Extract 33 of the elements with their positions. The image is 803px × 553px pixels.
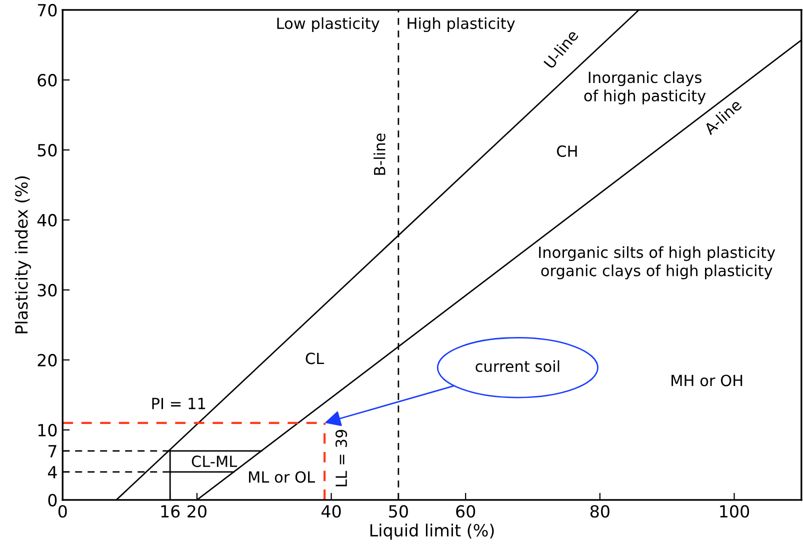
annotation: current soil [476,360,560,372]
annotation: CL [306,352,324,364]
annotation: MH or OH [672,374,742,386]
y-tick-label: 30 [38,284,57,296]
x-tick-label: 60 [456,505,476,518]
annotation: LL = 39 [336,430,348,486]
y-tick-label: 0 [48,494,57,506]
y-axis-title: Plasticity index (%) [14,176,32,334]
annotation: Inorganic silts of high plasticity organic clays of high plasticity [539,246,776,280]
x-tick-label: 50 [389,505,408,518]
y-tick-label: 40 [37,214,57,227]
x-tick-label: 100 [720,505,750,518]
annotation: Inorganic clays of high pasticity [584,71,706,104]
annotation: High plasticity [408,17,515,32]
y-tick-label: 10 [38,424,57,436]
annotation: CL-ML [192,456,238,468]
annotation: CH [556,145,577,157]
annotation: PI = 11 [152,398,206,410]
x-tick-label: 80 [590,505,610,518]
y-tick-label: 4 [48,466,57,478]
y-tick-label: 7 [48,445,56,458]
ref-line-label: B-line [374,134,386,175]
y-tick-label: 50 [38,144,57,157]
annotation: ML or OL [249,471,316,483]
x-tick-label: 40 [321,505,341,518]
x-tick-label: 20 [188,505,206,518]
y-tick-label: 60 [38,74,57,87]
x-tick-label: 16 [161,505,180,518]
y-tick-label: 70 [38,4,57,17]
x-tick-label: 0 [58,505,67,518]
y-tick-label: 20 [38,354,57,366]
annotation: Low plasticity [277,17,380,32]
x-axis-title: Liquid limit (%) [370,524,494,540]
